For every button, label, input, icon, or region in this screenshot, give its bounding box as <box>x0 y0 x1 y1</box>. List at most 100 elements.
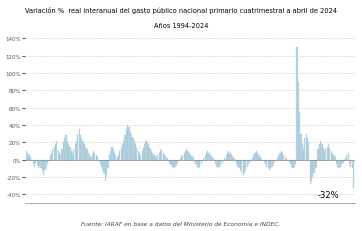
Bar <box>138 151 139 160</box>
Bar <box>304 138 306 160</box>
Bar <box>105 160 106 182</box>
Bar <box>328 144 329 160</box>
Bar <box>248 160 249 164</box>
Bar <box>98 160 100 162</box>
Bar <box>291 160 292 167</box>
Bar <box>100 160 101 164</box>
Text: Variación %  real interanual del gasto público nacional primario cuatrimestral a: Variación % real interanual del gasto pú… <box>25 7 337 14</box>
Bar <box>88 153 89 160</box>
Bar <box>178 160 180 162</box>
Bar <box>185 151 186 160</box>
Bar <box>212 158 214 160</box>
Bar <box>55 144 56 160</box>
Bar <box>150 148 151 160</box>
Bar <box>50 156 51 160</box>
Bar <box>350 160 352 167</box>
Bar <box>325 150 327 160</box>
Text: -32%: -32% <box>317 190 339 199</box>
Bar <box>286 159 287 160</box>
Bar <box>122 144 123 160</box>
Bar <box>58 151 59 160</box>
Bar <box>240 160 241 170</box>
Bar <box>352 160 353 169</box>
Bar <box>108 160 109 169</box>
Bar <box>63 143 64 160</box>
Bar <box>72 153 73 160</box>
Bar <box>135 144 136 160</box>
Bar <box>311 160 312 182</box>
Bar <box>195 160 197 164</box>
Bar <box>312 160 313 177</box>
Bar <box>131 136 132 160</box>
Bar <box>76 141 77 160</box>
Bar <box>80 136 81 160</box>
Bar <box>219 160 220 167</box>
Bar <box>261 159 262 160</box>
Bar <box>247 160 248 167</box>
Bar <box>237 160 239 167</box>
Bar <box>75 144 76 160</box>
Bar <box>253 156 254 160</box>
Bar <box>310 160 311 184</box>
Bar <box>67 141 68 160</box>
Bar <box>146 141 147 160</box>
Bar <box>157 156 159 160</box>
Bar <box>52 150 54 160</box>
Bar <box>205 156 206 160</box>
Bar <box>68 144 69 160</box>
Bar <box>353 160 354 188</box>
Bar <box>130 132 131 160</box>
Text: Años 1994-2024: Años 1994-2024 <box>154 23 208 29</box>
Bar <box>155 157 156 160</box>
Bar <box>321 144 323 160</box>
Bar <box>62 150 63 160</box>
Bar <box>308 143 310 160</box>
Bar <box>258 156 260 160</box>
Bar <box>96 156 97 160</box>
Bar <box>101 160 102 167</box>
Bar <box>177 160 178 164</box>
Bar <box>268 160 269 169</box>
Bar <box>47 160 48 164</box>
Bar <box>194 160 195 162</box>
Bar <box>66 136 67 160</box>
Bar <box>307 138 308 160</box>
Bar <box>126 130 127 160</box>
Bar <box>285 158 286 160</box>
Bar <box>295 160 296 164</box>
Bar <box>226 156 227 160</box>
Bar <box>254 153 256 160</box>
Bar <box>292 160 294 169</box>
Bar <box>227 153 228 160</box>
Bar <box>110 151 111 160</box>
Bar <box>345 158 346 160</box>
Bar <box>84 144 85 160</box>
Bar <box>87 150 88 160</box>
Bar <box>73 150 75 160</box>
Bar <box>129 127 130 160</box>
Bar <box>159 153 160 160</box>
Bar <box>210 155 211 160</box>
Bar <box>191 157 193 160</box>
Bar <box>302 144 303 160</box>
Bar <box>115 156 117 160</box>
Bar <box>337 160 338 167</box>
Bar <box>340 160 341 167</box>
Bar <box>33 160 34 164</box>
Bar <box>319 144 320 160</box>
Bar <box>173 160 174 169</box>
Bar <box>220 160 222 165</box>
Bar <box>169 160 170 164</box>
Bar <box>182 155 184 160</box>
Bar <box>46 160 47 167</box>
Bar <box>329 148 331 160</box>
Bar <box>275 160 277 161</box>
Bar <box>344 160 345 162</box>
Bar <box>174 160 176 167</box>
Bar <box>119 151 121 160</box>
Bar <box>273 160 274 164</box>
Bar <box>140 155 142 160</box>
Bar <box>201 160 202 164</box>
Bar <box>114 153 115 160</box>
Bar <box>298 82 299 160</box>
